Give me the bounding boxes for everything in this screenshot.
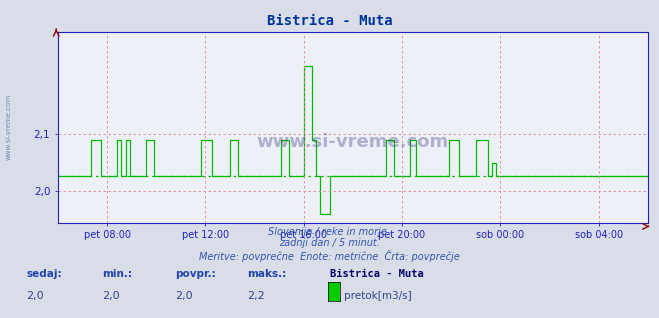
Text: maks.:: maks.:	[247, 269, 287, 279]
Text: pretok[m3/s]: pretok[m3/s]	[344, 291, 412, 301]
Text: 2,0: 2,0	[26, 291, 44, 301]
Text: 2,0: 2,0	[102, 291, 120, 301]
Text: Bistrica - Muta: Bistrica - Muta	[267, 14, 392, 28]
Text: 2,0: 2,0	[175, 291, 192, 301]
Text: 2,2: 2,2	[247, 291, 265, 301]
Text: zadnji dan / 5 minut.: zadnji dan / 5 minut.	[279, 238, 380, 248]
Text: www.si-vreme.com: www.si-vreme.com	[6, 94, 12, 160]
Text: sedaj:: sedaj:	[26, 269, 62, 279]
Text: Meritve: povprečne  Enote: metrične  Črta: povprečje: Meritve: povprečne Enote: metrične Črta:…	[199, 250, 460, 262]
Text: Bistrica - Muta: Bistrica - Muta	[330, 269, 423, 279]
Text: povpr.:: povpr.:	[175, 269, 215, 279]
Text: Slovenija / reke in morje.: Slovenija / reke in morje.	[268, 227, 391, 237]
Text: min.:: min.:	[102, 269, 132, 279]
Text: www.si-vreme.com: www.si-vreme.com	[257, 134, 449, 151]
